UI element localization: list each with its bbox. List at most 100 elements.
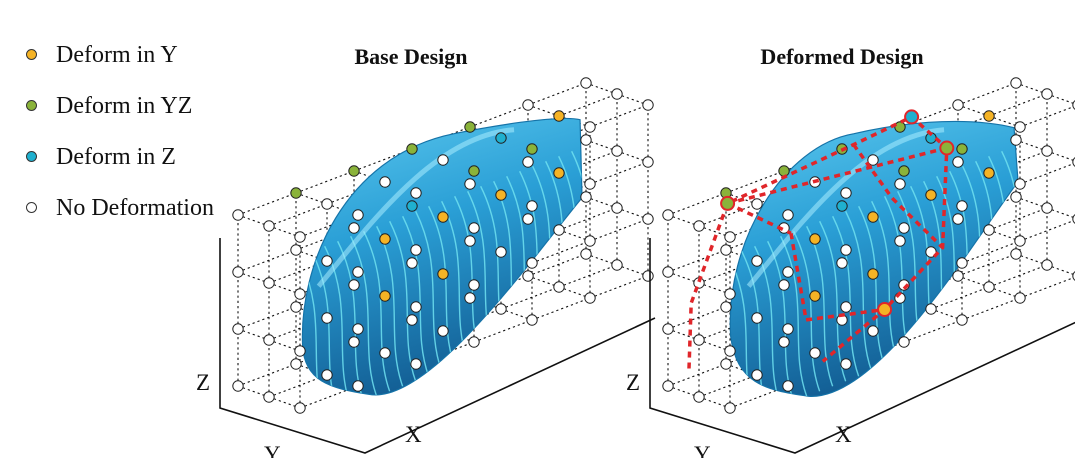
control-point-deform xyxy=(867,211,879,223)
control-point-deform xyxy=(348,165,360,177)
control-point-fixed xyxy=(693,391,705,403)
control-point-fixed xyxy=(809,347,821,359)
control-point-fixed xyxy=(782,266,794,278)
control-point-fixed xyxy=(1010,134,1022,146)
control-point-fixed xyxy=(611,259,623,271)
legend-marker-deform-z xyxy=(26,151,37,162)
legend-item-deform-yz: Deform in YZ xyxy=(26,91,266,142)
axis-label-z: Z xyxy=(196,370,210,395)
control-points xyxy=(662,77,1075,414)
control-point-deform xyxy=(468,165,480,177)
control-point-fixed xyxy=(321,198,333,210)
control-point-fixed xyxy=(778,279,790,291)
control-point-fixed xyxy=(526,314,538,326)
control-point-moved xyxy=(939,140,955,156)
control-point-fixed xyxy=(956,200,968,212)
control-point-moved xyxy=(720,195,736,211)
control-point-fixed xyxy=(352,323,364,335)
control-point-fixed xyxy=(724,345,736,357)
control-point-fixed xyxy=(580,134,592,146)
control-point-fixed xyxy=(522,270,534,282)
axis-label-y: Y xyxy=(264,442,281,458)
control-point-fixed xyxy=(983,224,995,236)
control-point-fixed xyxy=(410,244,422,256)
control-point-fixed xyxy=(867,154,879,166)
control-point-fixed xyxy=(290,358,302,370)
control-point-deform xyxy=(437,211,449,223)
control-point-deform xyxy=(379,233,391,245)
control-point-deform xyxy=(809,290,821,302)
control-point-deform xyxy=(925,189,937,201)
control-point-fixed xyxy=(464,235,476,247)
control-point-fixed xyxy=(526,257,538,269)
control-point-fixed xyxy=(611,145,623,157)
base-design-panel: Z Y X xyxy=(196,77,656,458)
control-point-fixed xyxy=(553,281,565,293)
control-point-deform xyxy=(379,290,391,302)
control-point-fixed xyxy=(348,279,360,291)
control-point-fixed xyxy=(495,246,507,258)
control-point-fixed xyxy=(580,191,592,203)
control-point-deform xyxy=(437,268,449,280)
control-point-fixed xyxy=(1072,100,1075,110)
control-point-fixed xyxy=(1010,191,1022,203)
control-point-fixed xyxy=(290,244,302,256)
control-point-moved xyxy=(877,302,893,317)
control-point-fixed xyxy=(782,380,794,392)
control-point-fixed xyxy=(952,270,964,282)
control-point-fixed xyxy=(406,257,418,269)
legend-item-no-deformation: No Deformation xyxy=(26,193,266,244)
control-point-fixed xyxy=(437,154,449,166)
control-point-fixed xyxy=(584,121,596,133)
control-point-fixed xyxy=(720,358,732,370)
control-point-fixed xyxy=(294,231,306,243)
control-point-fixed xyxy=(1072,271,1075,281)
control-point-fixed xyxy=(580,77,592,89)
control-point-fixed xyxy=(410,358,422,370)
control-point-fixed xyxy=(662,380,674,392)
control-point-fixed xyxy=(1041,202,1053,214)
control-point-deform xyxy=(526,143,538,155)
control-point-fixed xyxy=(232,380,244,392)
control-point-fixed xyxy=(867,325,879,337)
control-point-fixed xyxy=(553,224,565,236)
control-point-fixed xyxy=(1041,145,1053,157)
control-point-fixed xyxy=(321,312,333,324)
control-point-fixed xyxy=(232,266,244,278)
control-point-fixed xyxy=(1010,248,1022,260)
control-point-fixed xyxy=(584,235,596,247)
control-point-fixed xyxy=(724,288,736,300)
control-point-fixed xyxy=(468,279,480,291)
control-point-fixed xyxy=(406,314,418,326)
control-point-deform xyxy=(809,233,821,245)
control-point-fixed xyxy=(642,156,654,168)
control-point-fixed xyxy=(352,380,364,392)
base-design-title: Base Design xyxy=(354,44,468,69)
control-point-fixed xyxy=(952,213,964,225)
control-points xyxy=(232,77,654,414)
control-point-fixed xyxy=(925,303,937,315)
control-point-fixed xyxy=(522,156,534,168)
control-point-fixed xyxy=(1072,214,1075,224)
legend-label-deform-y: Deform in Y xyxy=(56,42,178,68)
control-point-fixed xyxy=(580,248,592,260)
control-point-deform xyxy=(983,167,995,179)
control-point-deform xyxy=(464,121,476,133)
control-point-fixed xyxy=(321,255,333,267)
control-point-fixed xyxy=(348,336,360,348)
legend-label-deform-yz: Deform in YZ xyxy=(56,93,193,119)
control-point-fixed xyxy=(352,209,364,221)
control-point-fixed xyxy=(782,323,794,335)
control-point-deform xyxy=(894,121,906,133)
control-point-fixed xyxy=(410,187,422,199)
control-point-fixed xyxy=(751,369,763,381)
control-point-fixed xyxy=(1072,157,1075,167)
control-point-fixed xyxy=(898,222,910,234)
control-point-deform xyxy=(778,165,790,177)
control-point-fixed xyxy=(836,257,848,269)
control-point-fixed xyxy=(956,314,968,326)
control-point-fixed xyxy=(693,220,705,232)
control-point-deform xyxy=(983,110,995,122)
control-point-deform xyxy=(836,200,848,212)
